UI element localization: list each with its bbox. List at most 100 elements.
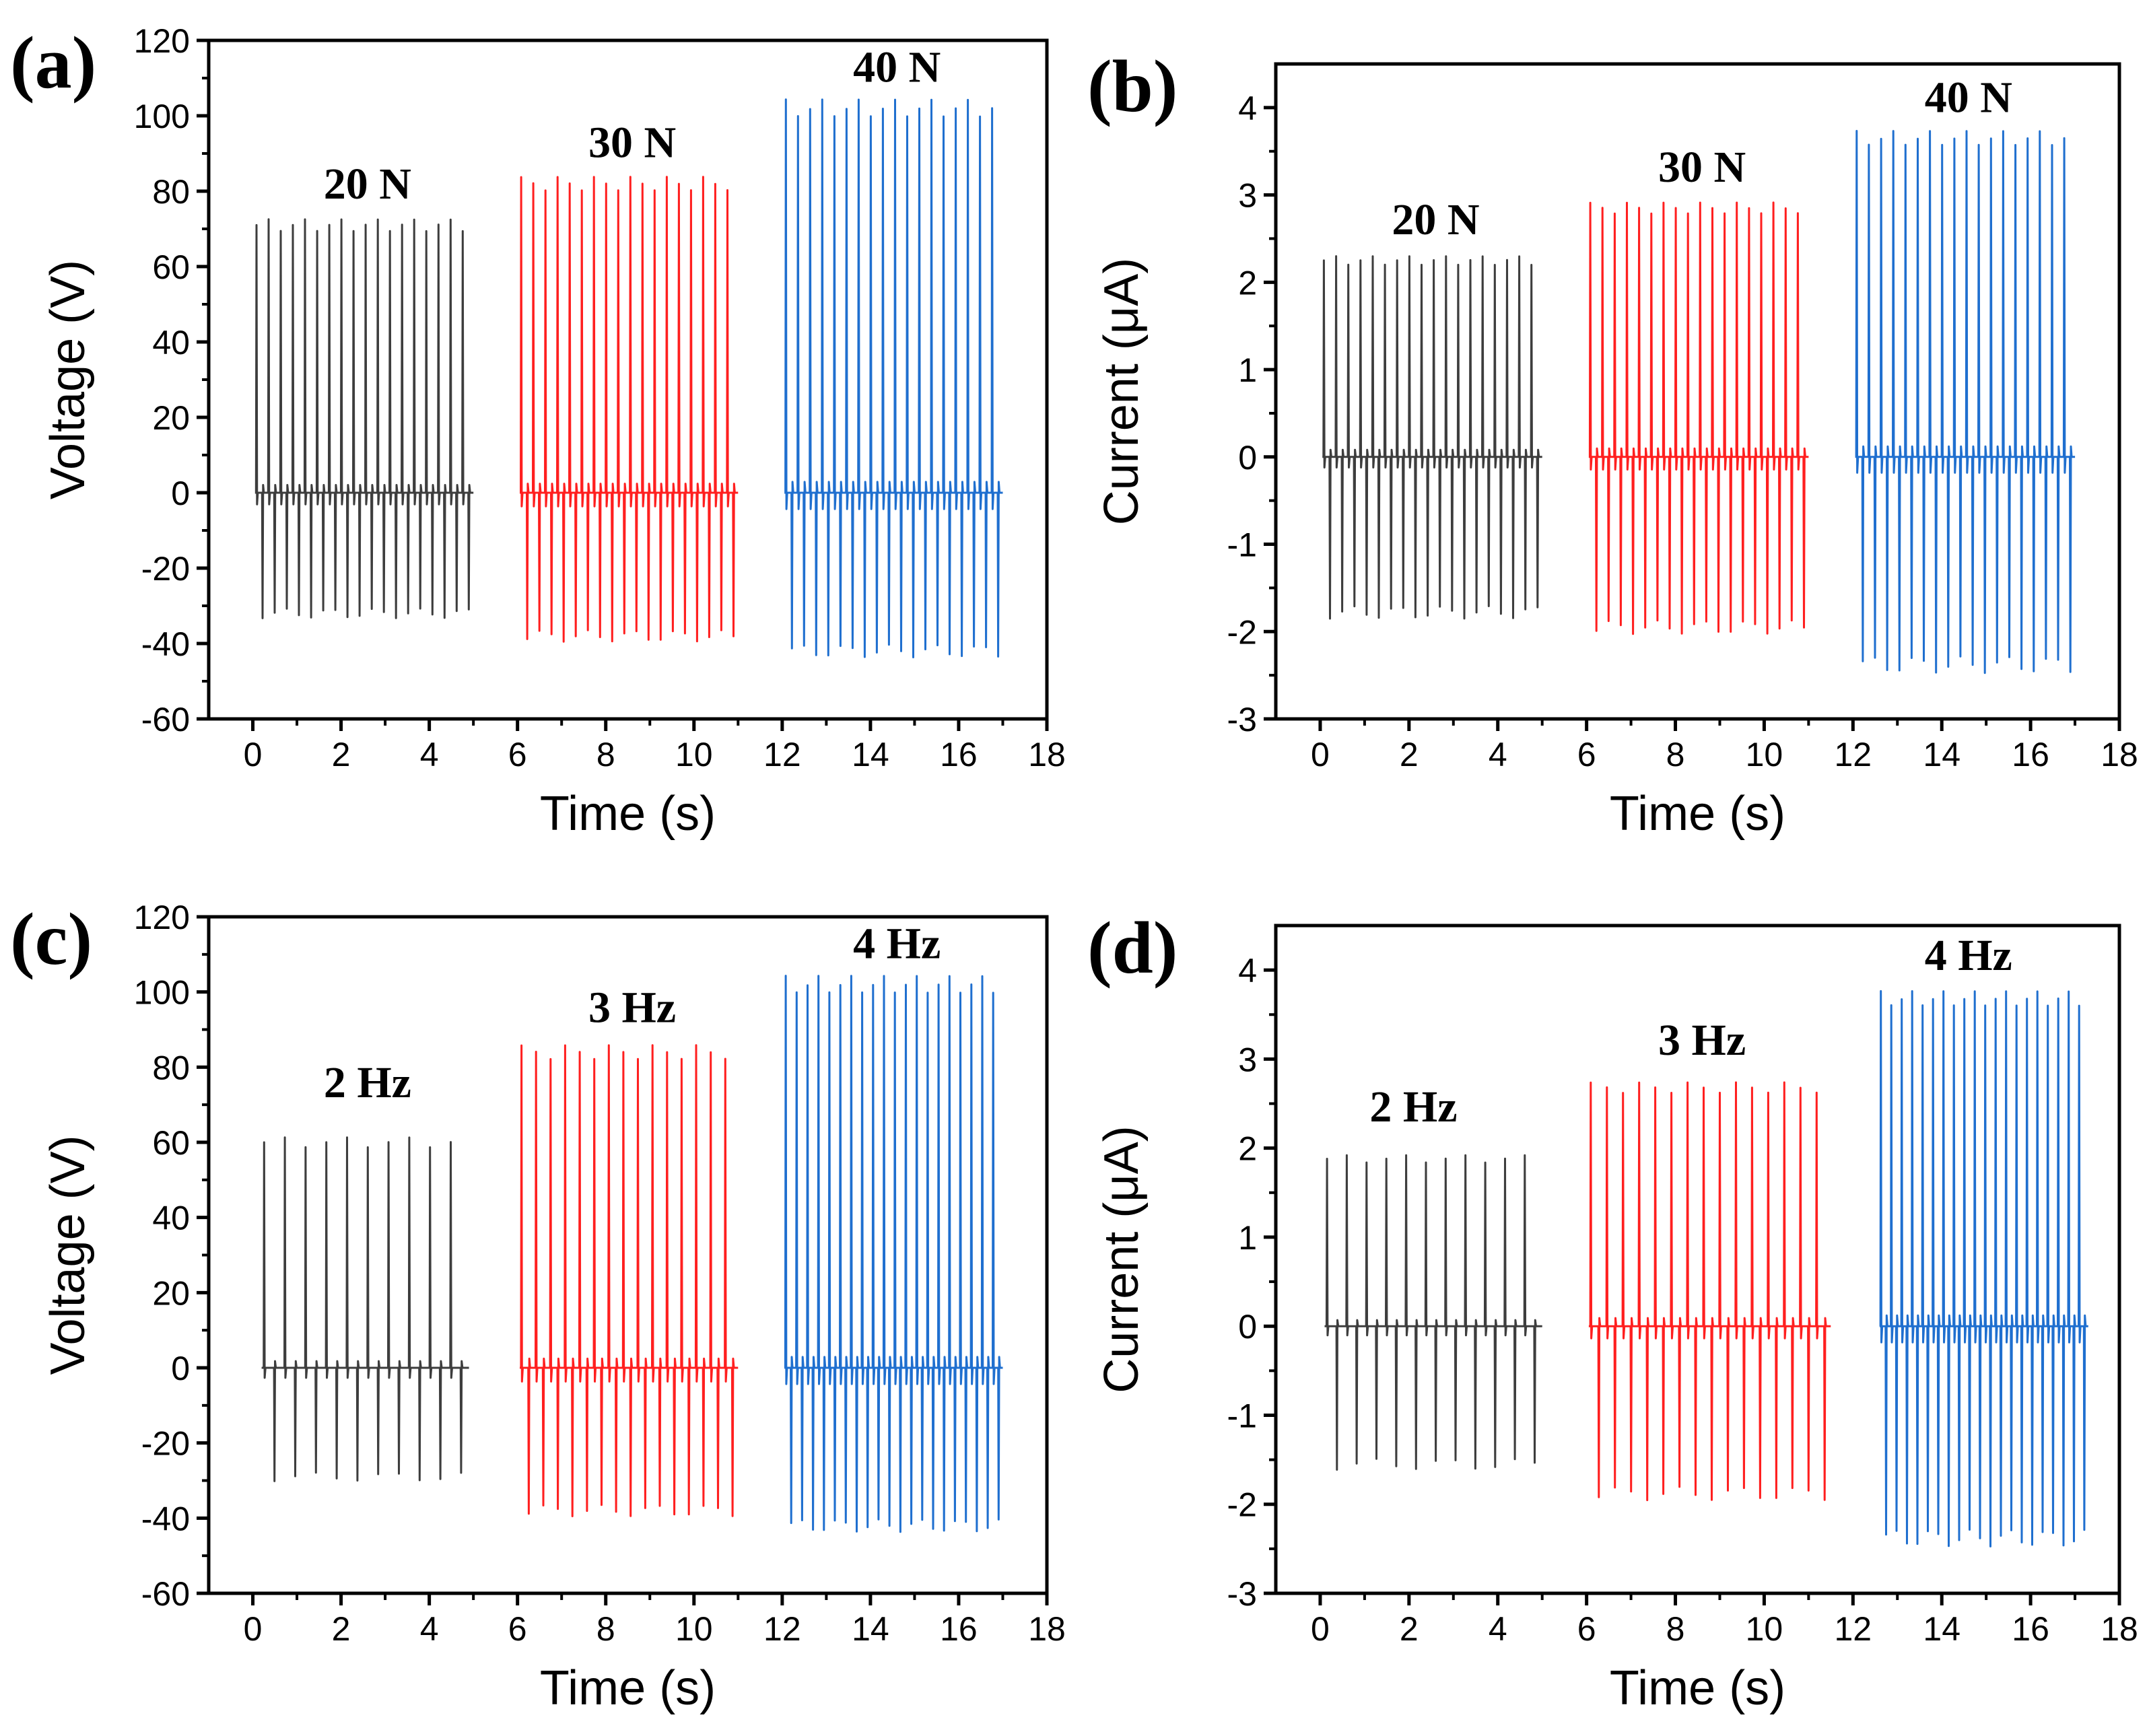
- x-tick-label: 4: [420, 736, 439, 773]
- series-annotation: 2 Hz: [324, 1058, 411, 1107]
- x-tick-label: 0: [244, 736, 263, 773]
- y-axis-title: Current (μA): [1095, 258, 1149, 526]
- y-tick-label: 20: [152, 1274, 190, 1312]
- x-tick-label: 0: [1311, 1610, 1330, 1648]
- series-annotation: 3 Hz: [588, 983, 676, 1032]
- y-tick-label: -1: [1227, 526, 1257, 564]
- x-tick-label: 4: [1489, 1610, 1507, 1648]
- x-tick-label: 10: [1746, 1610, 1783, 1648]
- x-tick-label: 14: [852, 736, 889, 773]
- y-tick-label: 20: [152, 399, 190, 437]
- series-line: [784, 975, 1003, 1533]
- x-tick-label: 12: [1835, 736, 1872, 773]
- y-tick-label: 60: [152, 248, 190, 286]
- x-tick-label: 12: [763, 736, 801, 773]
- x-tick-label: 2: [332, 736, 351, 773]
- x-tick-label: 8: [1666, 1610, 1685, 1648]
- y-tick-label: 100: [134, 98, 190, 135]
- y-axis-title: Voltage (V): [41, 260, 95, 499]
- x-tick-label: 6: [1577, 1610, 1596, 1648]
- series-annotation: 30 N: [1658, 143, 1746, 192]
- x-axis-title: Time (s): [540, 1661, 716, 1715]
- panel-label: (d): [1087, 907, 1178, 989]
- x-tick-label: 16: [2012, 736, 2049, 773]
- series-annotation: 4 Hz: [853, 919, 941, 968]
- panel-a: 0 2 4 6 8 10 12 14 16 18 -60 -40 -20 0 20 40 60 80 100 120 T…: [10, 22, 1066, 841]
- y-tick-label: 80: [152, 1049, 190, 1086]
- series-line: [784, 98, 1003, 658]
- y-tick-label: -40: [141, 1500, 190, 1537]
- y-tick-label: -3: [1227, 701, 1257, 738]
- y-tick-label: 80: [152, 173, 190, 211]
- x-tick-label: 18: [1028, 1610, 1066, 1648]
- y-tick-label: 1: [1238, 351, 1257, 389]
- series-annotation: 2 Hz: [1369, 1082, 1457, 1132]
- x-tick-label: 4: [420, 1610, 439, 1648]
- panel-label: (b): [1087, 45, 1178, 127]
- x-tick-label: 18: [1028, 736, 1066, 773]
- series-line: [1588, 201, 1809, 635]
- x-tick-label: 16: [940, 1610, 978, 1648]
- x-tick-label: 12: [763, 1610, 801, 1648]
- x-tick-label: 16: [2012, 1610, 2049, 1648]
- y-tick-label: -60: [141, 1575, 190, 1613]
- y-tick-label: -3: [1227, 1575, 1257, 1613]
- x-tick-label: 14: [1923, 1610, 1960, 1648]
- y-tick-label: 0: [1238, 1308, 1257, 1346]
- panel-label: (c): [10, 898, 92, 980]
- x-tick-label: 10: [675, 1610, 713, 1648]
- x-tick-label: 2: [1400, 1610, 1419, 1648]
- y-tick-label: 120: [134, 899, 190, 936]
- x-tick-label: 6: [508, 736, 527, 773]
- x-tick-label: 10: [675, 736, 713, 773]
- panel-c: 0 2 4 6 8 10 12 14 16 18 -60 -40 -20 0 20 40 60 80 100 120 T…: [10, 898, 1066, 1715]
- y-tick-label: 3: [1238, 177, 1257, 215]
- y-tick-label: 0: [171, 1350, 190, 1387]
- x-tick-label: 0: [244, 1610, 263, 1648]
- plot-frame: [1274, 924, 2121, 1595]
- y-tick-label: 2: [1238, 264, 1257, 302]
- series-line: [254, 218, 474, 619]
- y-tick-label: -1: [1227, 1397, 1257, 1434]
- y-tick-label: 60: [152, 1124, 190, 1162]
- series-annotation: 3 Hz: [1658, 1016, 1746, 1065]
- y-tick-label: 0: [171, 475, 190, 512]
- y-tick-label: 40: [152, 324, 190, 361]
- panel-label: (a): [10, 22, 96, 104]
- x-tick-label: 8: [596, 736, 615, 773]
- y-tick-label: 0: [1238, 439, 1257, 477]
- series-line: [261, 1136, 469, 1482]
- y-tick-label: 3: [1238, 1041, 1257, 1078]
- x-tick-label: 18: [2101, 736, 2138, 773]
- y-tick-label: 1: [1238, 1219, 1257, 1257]
- y-tick-label: -2: [1227, 613, 1257, 651]
- series-annotation: 4 Hz: [1925, 931, 2012, 980]
- y-tick-label: -20: [141, 1425, 190, 1463]
- series-line: [520, 176, 739, 643]
- y-tick-label: 100: [134, 974, 190, 1012]
- series-line: [1879, 989, 2088, 1548]
- x-axis-title: Time (s): [1610, 1661, 1785, 1715]
- y-tick-label: -20: [141, 550, 190, 588]
- x-axis-title: Time (s): [1610, 787, 1785, 841]
- series-line: [1322, 255, 1542, 620]
- y-tick-label: 4: [1238, 952, 1257, 989]
- plot-frame: [1274, 62, 2121, 721]
- x-tick-label: 8: [596, 1610, 615, 1648]
- x-tick-label: 10: [1746, 736, 1783, 773]
- series-line: [1855, 130, 2076, 674]
- series-annotation: 30 N: [588, 118, 676, 168]
- y-tick-label: 120: [134, 22, 190, 60]
- x-tick-label: 16: [940, 736, 978, 773]
- series-line: [520, 1044, 739, 1517]
- x-tick-label: 12: [1835, 1610, 1872, 1648]
- y-tick-label: 40: [152, 1200, 190, 1237]
- y-axis-title: Current (μA): [1095, 1125, 1149, 1393]
- x-tick-label: 2: [1400, 736, 1419, 773]
- x-tick-label: 6: [1577, 736, 1596, 773]
- y-tick-label: -40: [141, 625, 190, 663]
- x-tick-label: 6: [508, 1610, 527, 1648]
